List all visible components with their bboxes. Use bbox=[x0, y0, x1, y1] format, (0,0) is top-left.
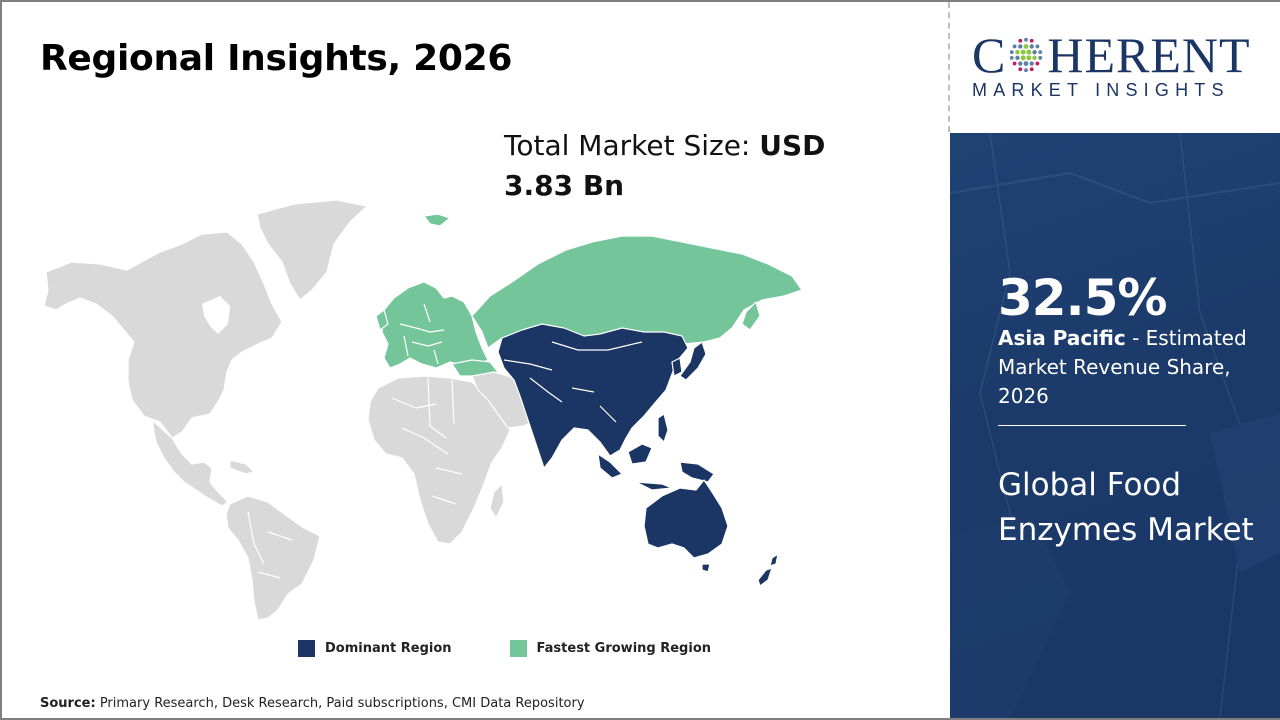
source-note: Source: Primary Research, Desk Research,… bbox=[40, 696, 585, 711]
map-texture-background bbox=[950, 133, 1280, 718]
map-region-greenland bbox=[256, 199, 368, 301]
logo-wordmark: C HERENT bbox=[972, 30, 1251, 80]
summary-panel: C HERENT MARKET INSIGHTS bbox=[950, 2, 1280, 718]
market-size-value: USD 3.83 Bn bbox=[504, 129, 826, 202]
legend-swatch-dominant bbox=[298, 640, 315, 657]
source-label: Source: bbox=[40, 696, 96, 711]
market-title: Global Food Enzymes Market bbox=[998, 467, 1254, 548]
highlight-card: 32.5% Asia Pacific - Estimated Market Re… bbox=[950, 133, 1280, 718]
map-panel: Regional Insights, 2026 Total Market Siz… bbox=[2, 2, 950, 718]
legend-item-fastest: Fastest Growing Region bbox=[509, 640, 712, 657]
total-market-size: Total Market Size: USD 3.83 Bn bbox=[504, 126, 904, 206]
market-size-label: Total Market Size: bbox=[504, 129, 760, 162]
share-description: Asia Pacific - Estimated Market Revenue … bbox=[998, 324, 1258, 411]
share-region: Asia Pacific bbox=[998, 326, 1126, 350]
map-legend: Dominant Region Fastest Growing Region bbox=[298, 640, 769, 657]
globe-dots-icon bbox=[1010, 37, 1043, 73]
legend-item-dominant: Dominant Region bbox=[298, 640, 452, 657]
logo-tagline: MARKET INSIGHTS bbox=[972, 80, 1230, 100]
map-region-asia-pacific bbox=[497, 323, 689, 469]
map-region-latin-america bbox=[225, 495, 321, 621]
legend-swatch-fastest bbox=[509, 640, 527, 657]
map-region-africa bbox=[367, 375, 511, 545]
map-region-north-america bbox=[43, 231, 283, 439]
logo-letter-c: C bbox=[972, 27, 1007, 83]
source-text: Primary Research, Desk Research, Paid su… bbox=[95, 696, 585, 711]
company-logo: C HERENT MARKET INSIGHTS bbox=[950, 2, 1280, 133]
world-map bbox=[43, 199, 803, 621]
map-region-australia bbox=[643, 479, 729, 559]
legend-label-fastest: Fastest Growing Region bbox=[536, 641, 712, 656]
share-caption: - Estimated Market Revenue Share, 2026 bbox=[998, 326, 1247, 408]
page-title: Regional Insights, 2026 bbox=[40, 38, 513, 79]
map-region-central-america bbox=[151, 419, 229, 507]
share-percentage: 32.5% bbox=[998, 269, 1167, 327]
card-divider bbox=[998, 425, 1186, 426]
logo-letters-rest: HERENT bbox=[1047, 27, 1251, 83]
panel-divider bbox=[948, 2, 950, 132]
legend-label-dominant: Dominant Region bbox=[325, 641, 452, 656]
